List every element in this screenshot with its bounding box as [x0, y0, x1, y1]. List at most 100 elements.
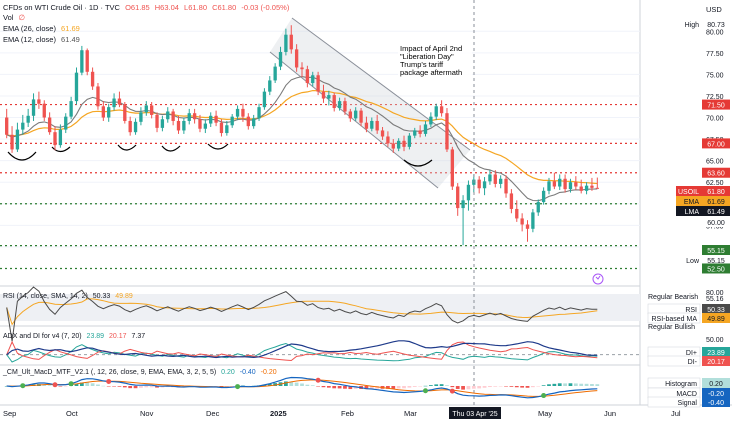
- price-tag-bg: [702, 99, 730, 110]
- macd-hist-bar: [230, 386, 235, 387]
- histogram-tag-value: 0.20: [709, 381, 723, 388]
- candle-body: [160, 119, 165, 128]
- macd-hist-bar: [498, 386, 503, 387]
- macd-hist-bar: [514, 386, 519, 388]
- ema12-value: 61.49: [61, 35, 80, 44]
- volume-value: ∅: [19, 13, 26, 22]
- alert-icon[interactable]: [592, 273, 604, 285]
- panel-separators: [0, 0, 732, 406]
- price-tick-label: 65.00: [706, 159, 724, 166]
- symbol-title: CFDs on WTI Crude Oil · 1D · TVC: [3, 3, 121, 12]
- rsi-tag: RSI: [685, 307, 697, 314]
- candle-body: [466, 184, 471, 201]
- macd-cross-dot: [422, 388, 428, 394]
- candle-body: [343, 101, 347, 112]
- time-axis-label: Sep: [3, 409, 16, 418]
- price-tag-value: 61.69: [707, 199, 725, 206]
- adx-value: 7.37: [132, 333, 146, 340]
- candle-body: [5, 117, 9, 135]
- candle-body: [155, 114, 159, 128]
- candle-body: [230, 116, 234, 126]
- candle-body: [214, 115, 218, 123]
- price-tag-bg: [702, 263, 730, 274]
- candle-body: [531, 212, 535, 229]
- price-tag-label-bg: [676, 186, 702, 196]
- ema26-path: [6, 89, 598, 185]
- macd-hist-bar: [471, 386, 476, 389]
- macd-hist-bar: [321, 386, 326, 388]
- price-tag-bg: [702, 255, 730, 265]
- rsi-ma-tag-value-bg: [702, 313, 730, 323]
- macd-hist-bar: [461, 386, 465, 390]
- candle-body: [241, 108, 245, 117]
- macd-hist-bar: [267, 383, 272, 386]
- macd-macd-value: -0.20: [261, 369, 277, 376]
- regular-bullish-label: Regular Bullish: [648, 324, 695, 331]
- ohlc-high: H63.04: [155, 3, 179, 12]
- macd-hist-value: 0.20: [221, 369, 235, 376]
- time-axis: Sep Oct Nov Dec 2025 Feb Mar May Jun Jul: [3, 409, 681, 418]
- rsi-label: RSI (14, close, SMA, 14, 2): [3, 293, 88, 300]
- candle-body: [563, 178, 567, 190]
- macd-hist-bar: [412, 386, 417, 387]
- candle-body: [396, 140, 401, 149]
- candle-body: [166, 111, 170, 120]
- candle-body: [375, 120, 379, 131]
- svg-text:_CM_Ult_MacD_MTF_V2.1 (, 12, 2: _CM_Ult_MacD_MTF_V2.1 (, 12, 26, close, …: [2, 369, 277, 376]
- macd-hist-bar: [557, 383, 562, 386]
- macd-hist-bar: [219, 386, 224, 387]
- macd-hist-bar: [541, 385, 546, 386]
- candle-body: [354, 110, 358, 119]
- candle-body: [558, 178, 562, 187]
- macd-hist-bar: [85, 382, 90, 386]
- candle-body: [176, 120, 181, 131]
- candle-body: [574, 182, 578, 187]
- candle-body: [262, 91, 267, 108]
- macd-hist-bar: [552, 383, 557, 386]
- rsi-ma-tag-value: 49.89: [707, 316, 725, 323]
- candle-body: [187, 113, 191, 121]
- candle-body: [547, 181, 551, 191]
- macd-hist-bar: [128, 386, 133, 389]
- macd-hist-bar: [305, 384, 310, 386]
- candle-body: [337, 101, 342, 109]
- price-axis-tags: High 80.73 71.50 67.00 63.60 USOIL 61.80 EMA 61.…: [676, 19, 730, 274]
- time-axis-label: 2025: [270, 409, 287, 418]
- ema26-value: 61.69: [61, 24, 80, 33]
- macd-hist-bar: [423, 385, 428, 387]
- price-tag-bg: [702, 138, 730, 149]
- macd-hist-bar: [106, 386, 111, 387]
- candle-body: [300, 67, 304, 70]
- rsi-ma-value: 49.89: [115, 293, 133, 300]
- candle-body: [209, 115, 213, 124]
- time-axis-label: Jun: [604, 409, 616, 418]
- candle-body: [359, 110, 363, 123]
- macd-hist-bar: [579, 383, 584, 386]
- macd-hist-bar: [101, 385, 106, 387]
- price-tick-label: 70.00: [706, 116, 724, 123]
- rsi-axis-tick: 55.16: [706, 296, 724, 303]
- macd-hist-bar: [74, 383, 79, 386]
- candle-body: [590, 185, 594, 188]
- macd-hist-bar: [520, 386, 525, 388]
- chart-legend[interactable]: CFDs on WTI Crude Oil · 1D · TVC O61.85 …: [3, 3, 290, 44]
- candle-body: [321, 91, 326, 99]
- macd-hist-bar: [584, 383, 589, 386]
- candle-body: [219, 122, 224, 134]
- candle-body: [69, 101, 73, 117]
- candle-body: [10, 134, 14, 150]
- candle-body: [445, 113, 449, 150]
- macd-hist-bar: [316, 386, 320, 387]
- macd-hist-bar: [455, 386, 460, 389]
- adx-label: ADX and DI for v4 (7, 20): [3, 333, 82, 340]
- macd-hist-bar: [289, 381, 294, 386]
- macd-signal-value: -0.40: [240, 369, 256, 376]
- macd-hist-bar: [63, 386, 68, 387]
- candle-body: [364, 122, 369, 129]
- candle-body: [552, 181, 557, 187]
- candle-body: [289, 34, 293, 50]
- candle-body: [327, 95, 331, 99]
- candle-body: [423, 124, 428, 134]
- price-tag-value: 71.50: [707, 103, 725, 110]
